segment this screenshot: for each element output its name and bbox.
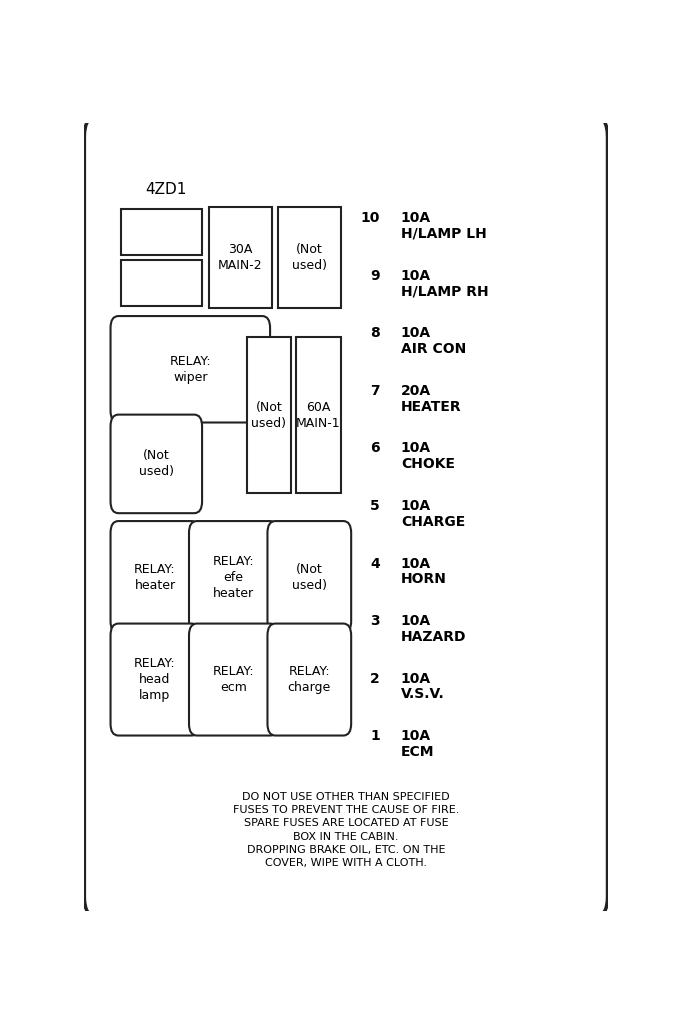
FancyBboxPatch shape xyxy=(189,521,278,633)
Bar xyxy=(296,337,341,494)
Text: (Not
used): (Not used) xyxy=(292,244,327,272)
Text: 10A
HORN: 10A HORN xyxy=(401,556,447,586)
Text: 10A
V.S.V.: 10A V.S.V. xyxy=(401,672,445,701)
FancyBboxPatch shape xyxy=(111,316,270,423)
FancyBboxPatch shape xyxy=(111,415,202,513)
Text: 10A
CHARGE: 10A CHARGE xyxy=(401,499,465,528)
Bar xyxy=(209,207,271,308)
Text: (Not
used): (Not used) xyxy=(292,562,327,592)
Text: RELAY:
wiper: RELAY: wiper xyxy=(169,354,211,384)
Text: 4ZD1: 4ZD1 xyxy=(144,182,186,198)
Text: 10A
AIR CON: 10A AIR CON xyxy=(401,327,466,356)
Text: RELAY:
efe
heater: RELAY: efe heater xyxy=(213,555,254,599)
FancyBboxPatch shape xyxy=(111,624,200,735)
Text: 10A
HAZARD: 10A HAZARD xyxy=(401,614,466,644)
Text: 8: 8 xyxy=(370,327,380,340)
Text: 7: 7 xyxy=(371,384,380,398)
Text: RELAY:
head
lamp: RELAY: head lamp xyxy=(134,657,176,702)
Text: 10A
CHOKE: 10A CHOKE xyxy=(401,441,455,471)
Text: 10A
H/LAMP LH: 10A H/LAMP LH xyxy=(401,211,487,241)
Text: 1: 1 xyxy=(370,729,380,743)
FancyBboxPatch shape xyxy=(267,521,351,633)
Bar xyxy=(121,209,202,255)
Bar xyxy=(278,207,341,308)
FancyBboxPatch shape xyxy=(189,624,278,735)
Text: 6: 6 xyxy=(371,441,380,456)
Text: DO NOT USE OTHER THAN SPECIFIED
FUSES TO PREVENT THE CAUSE OF FIRE.
SPARE FUSES : DO NOT USE OTHER THAN SPECIFIED FUSES TO… xyxy=(233,792,459,868)
Text: RELAY:
heater: RELAY: heater xyxy=(134,562,176,592)
Text: 20A
HEATER: 20A HEATER xyxy=(401,384,462,414)
FancyBboxPatch shape xyxy=(111,521,200,633)
Text: 60A
MAIN-1: 60A MAIN-1 xyxy=(296,401,341,430)
Text: 10A
H/LAMP RH: 10A H/LAMP RH xyxy=(401,268,489,298)
Text: 4: 4 xyxy=(370,556,380,570)
Text: 30A
MAIN-2: 30A MAIN-2 xyxy=(218,244,263,272)
Text: 2: 2 xyxy=(370,672,380,686)
Text: 10: 10 xyxy=(360,211,380,225)
Text: 10A
ECM: 10A ECM xyxy=(401,729,435,759)
FancyBboxPatch shape xyxy=(267,624,351,735)
Text: 3: 3 xyxy=(371,614,380,628)
FancyBboxPatch shape xyxy=(84,117,608,916)
Text: (Not
used): (Not used) xyxy=(251,401,286,430)
Text: RELAY:
charge: RELAY: charge xyxy=(288,665,331,694)
Bar xyxy=(121,260,202,306)
Text: (Not
used): (Not used) xyxy=(139,450,173,478)
Bar xyxy=(246,337,291,494)
Text: 9: 9 xyxy=(371,268,380,283)
Text: 5: 5 xyxy=(370,499,380,513)
Text: RELAY:
ecm: RELAY: ecm xyxy=(213,665,254,694)
